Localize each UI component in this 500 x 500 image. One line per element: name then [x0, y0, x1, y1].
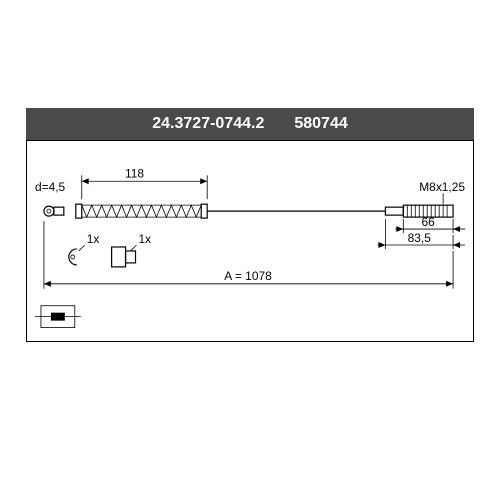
spring-section — [76, 204, 207, 218]
diameter-label: d=4,5 — [35, 180, 66, 194]
right-end-fitting — [385, 205, 453, 217]
part-number: 24.3727-0744.2 — [152, 115, 264, 133]
end-view-icon — [35, 306, 81, 328]
svg-text:1x: 1x — [87, 232, 100, 246]
svg-text:83,5: 83,5 — [408, 231, 432, 245]
diagram-frame: d=4,5 118 — [26, 140, 474, 342]
clip-component: 1x — [69, 232, 100, 265]
technical-drawing: d=4,5 118 — [27, 141, 473, 341]
ref-number: 580744 — [294, 115, 347, 133]
left-end-fitting — [44, 206, 64, 216]
svg-text:A = 1078: A = 1078 — [224, 269, 272, 283]
page-container: 24.3727-0744.2 580744 d=4,5 — [0, 0, 500, 500]
thread-spec: M8x1,25 — [419, 180, 465, 194]
svg-text:118: 118 — [125, 166, 144, 180]
dim-spring-length: 118 — [82, 166, 207, 199]
dim-total-length: A = 1078 — [44, 221, 453, 289]
header-bar: 24.3727-0744.2 580744 — [26, 108, 474, 140]
ferrule-component: 1x — [112, 232, 152, 267]
svg-text:66: 66 — [422, 215, 436, 229]
svg-text:1x: 1x — [139, 232, 152, 246]
